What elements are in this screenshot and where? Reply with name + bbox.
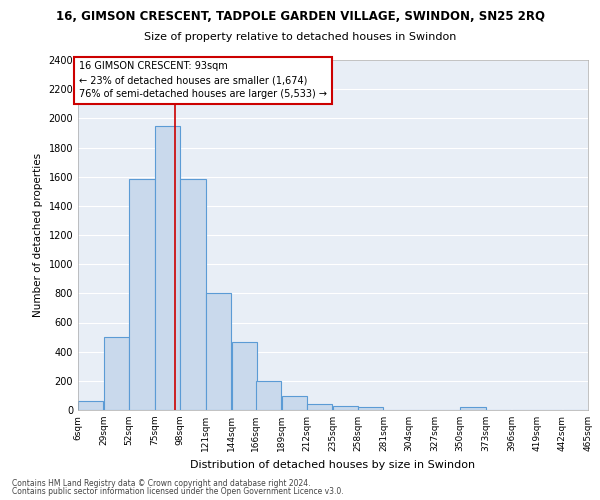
Text: Size of property relative to detached houses in Swindon: Size of property relative to detached ho…: [144, 32, 456, 42]
Text: 16 GIMSON CRESCENT: 93sqm
← 23% of detached houses are smaller (1,674)
76% of se: 16 GIMSON CRESCENT: 93sqm ← 23% of detac…: [79, 62, 327, 100]
Bar: [129, 179, 155, 410]
Bar: [104, 337, 129, 410]
Text: 16, GIMSON CRESCENT, TADPOLE GARDEN VILLAGE, SWINDON, SN25 2RQ: 16, GIMSON CRESCENT, TADPOLE GARDEN VILL…: [56, 10, 545, 23]
Bar: [206, 294, 231, 410]
Y-axis label: Number of detached properties: Number of detached properties: [33, 153, 43, 317]
Bar: [358, 407, 383, 410]
X-axis label: Distribution of detached houses by size in Swindon: Distribution of detached houses by size …: [190, 460, 476, 469]
Text: Contains public sector information licensed under the Open Government Licence v3: Contains public sector information licen…: [12, 487, 344, 496]
Bar: [78, 401, 103, 410]
Bar: [181, 179, 206, 410]
Bar: [232, 342, 257, 410]
Bar: [256, 381, 281, 410]
Bar: [155, 126, 180, 410]
Bar: [332, 406, 358, 410]
Bar: [281, 396, 307, 410]
Bar: [460, 407, 485, 410]
Bar: [307, 404, 332, 410]
Text: Contains HM Land Registry data © Crown copyright and database right 2024.: Contains HM Land Registry data © Crown c…: [12, 478, 311, 488]
